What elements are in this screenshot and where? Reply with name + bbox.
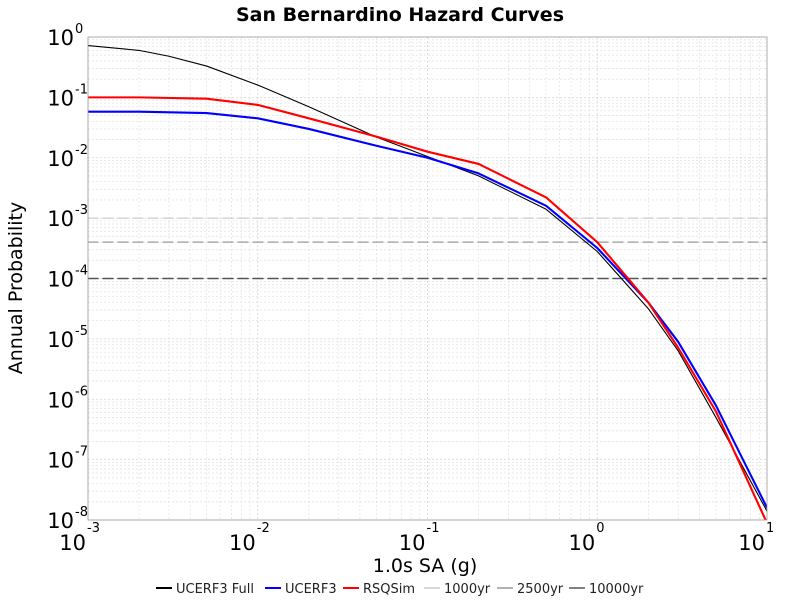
x-tick-label-exponent: -2 [257, 521, 270, 536]
x-tick-label: 101 [738, 521, 774, 555]
y-tick-label-exponent: -4 [75, 264, 88, 279]
x-tick-label: 10-3 [59, 521, 100, 555]
y-tick-label-base: 10 [47, 388, 74, 412]
x-tick-label-base: 10 [229, 531, 256, 555]
series-line-ucerf3 [88, 110, 767, 509]
x-tick-label: 10-1 [399, 521, 440, 555]
y-tick-label: 10 -1 [47, 82, 88, 110]
x-tick-label-exponent: -3 [87, 521, 100, 536]
x-tick-label: 10-2 [229, 521, 270, 555]
y-tick-label: 10 -8 [47, 505, 88, 533]
legend-item: 10000yr [569, 582, 644, 597]
x-tick-label-exponent: -1 [427, 521, 440, 536]
legend-label: 1000yr [444, 582, 491, 597]
series-line-ucerf3-full [88, 45, 767, 512]
x-tick-label: 100 [569, 521, 605, 555]
legend-item: 1000yr [424, 582, 491, 597]
legend-item: UCERF3 Full [156, 582, 254, 597]
y-tick-label-exponent: -7 [75, 445, 88, 460]
legend-label: 2500yr [517, 582, 564, 597]
y-tick-label-base: 10 [47, 207, 74, 231]
chart-title: San Bernardino Hazard Curves [236, 4, 564, 26]
y-tick-label-base: 10 [47, 268, 74, 292]
x-tick-label-base: 10 [738, 531, 765, 555]
y-tick-label-base: 10 [47, 509, 74, 533]
y-tick-label-exponent: -3 [75, 203, 88, 218]
legend: UCERF3 Full UCERF3 RSQSim 1000yr 2500yr 10000… [156, 582, 644, 597]
series-line-rsqsim [88, 96, 767, 520]
legend-item: UCERF3 [265, 582, 337, 597]
y-tick-label-exponent: -6 [75, 384, 88, 399]
y-tick-label-exponent: -1 [75, 82, 88, 97]
x-axis-title: 1.0s SA (g) [373, 555, 478, 577]
plot-frame [87, 36, 768, 521]
y-tick-label: 10 -3 [47, 203, 88, 231]
y-tick-label: 10 -2 [47, 143, 88, 171]
y-tick-label-base: 10 [47, 147, 74, 171]
y-tick-label-exponent: -2 [75, 143, 88, 158]
y-tick-label-base: 10 [47, 449, 74, 473]
legend-label: 10000yr [589, 582, 644, 597]
y-tick-label: 10 -5 [47, 324, 88, 352]
x-tick-label-base: 10 [569, 531, 596, 555]
y-tick-label: 10 -4 [47, 264, 88, 292]
legend-item: 2500yr [497, 582, 564, 597]
y-tick-label-exponent: -5 [75, 324, 88, 339]
y-tick-label-base: 10 [47, 86, 74, 110]
y-axis-title: Annual Probability [5, 202, 27, 375]
y-tick-label-base: 10 [47, 328, 74, 352]
x-tick-label-base: 10 [59, 531, 86, 555]
legend-label: RSQSim [363, 582, 415, 597]
x-tick-label-base: 10 [399, 531, 426, 555]
y-tick-label-base: 10 [47, 26, 74, 50]
y-tick-label: 10 -6 [47, 384, 88, 412]
y-tick-label: 10 0 [47, 22, 83, 50]
y-tick-label-exponent: -8 [75, 505, 88, 520]
x-tick-label-exponent: 0 [596, 521, 604, 536]
y-tick-label-exponent: 0 [75, 22, 83, 37]
legend-label: UCERF3 [285, 582, 337, 597]
legend-item: RSQSim [343, 582, 415, 597]
y-tick-label: 10 -7 [47, 445, 88, 473]
legend-label: UCERF3 Full [176, 582, 254, 597]
x-tick-label-exponent: 1 [766, 521, 774, 536]
